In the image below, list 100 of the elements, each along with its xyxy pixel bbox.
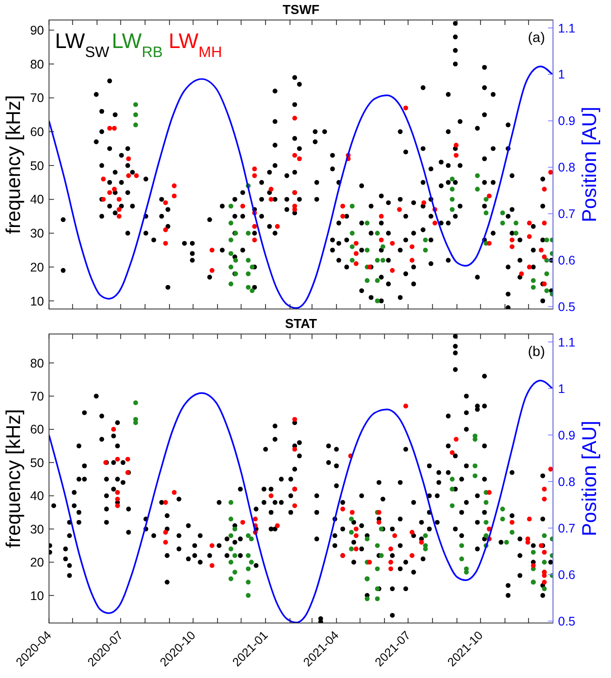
y-tick-label: 30 <box>30 522 44 536</box>
point <box>500 210 505 216</box>
y2-tick-label: 1 <box>558 382 565 396</box>
y-tick-label: 70 <box>30 389 44 404</box>
point <box>374 298 380 304</box>
point <box>364 248 370 253</box>
point <box>486 490 492 495</box>
point <box>115 503 120 508</box>
point <box>350 230 355 236</box>
point <box>530 284 536 290</box>
y2-axis-title: Position [AU] <box>579 420 601 536</box>
point <box>274 523 280 528</box>
point <box>250 288 255 294</box>
annotation: (b) <box>528 343 545 359</box>
y2-tick-label: 0.8 <box>558 160 576 175</box>
point <box>350 244 355 250</box>
y-tick-label: 40 <box>30 192 44 207</box>
y2-tick-label: 1.1 <box>558 21 576 36</box>
point <box>530 563 536 568</box>
y-tick-label: 70 <box>30 91 44 106</box>
point <box>548 466 553 472</box>
point <box>388 560 394 565</box>
point <box>133 112 138 118</box>
y-tick-label: 10 <box>30 588 44 603</box>
point <box>252 516 258 522</box>
point <box>542 573 547 578</box>
point <box>544 271 550 276</box>
point <box>450 196 455 202</box>
point <box>450 207 455 212</box>
y2-tick-label: 0.9 <box>558 114 576 128</box>
point <box>246 230 251 236</box>
y-axis-title: frequency [kHz] <box>3 409 25 548</box>
point <box>510 520 514 525</box>
y2-tick-label: 1.1 <box>558 335 576 350</box>
point <box>354 546 359 552</box>
point <box>163 530 168 535</box>
point <box>228 220 234 226</box>
chart-title: STAT <box>284 316 318 331</box>
y-tick-label: 60 <box>30 125 44 140</box>
y-tick-label: 50 <box>30 158 44 173</box>
point <box>410 553 414 558</box>
point <box>374 278 380 283</box>
point <box>419 540 424 545</box>
point <box>228 282 234 286</box>
point <box>292 416 298 422</box>
point <box>292 503 298 508</box>
point <box>388 566 394 572</box>
point <box>388 546 394 552</box>
point <box>484 196 488 202</box>
y-tick-label: 80 <box>30 57 44 72</box>
point <box>544 288 550 294</box>
y-tick-label: 90 <box>30 24 44 38</box>
point <box>475 186 480 192</box>
point <box>367 560 372 565</box>
y-tick-label: 20 <box>30 260 44 274</box>
y-axis-title: frequency [kHz] <box>3 95 25 234</box>
y2-tick-label: 0.5 <box>558 614 576 629</box>
point <box>450 176 455 182</box>
point <box>268 493 274 498</box>
y2-tick-label: 0.5 <box>558 300 576 314</box>
point <box>115 456 120 462</box>
point <box>450 450 455 455</box>
y2-tick-label: 0.7 <box>558 207 576 222</box>
point <box>526 516 532 522</box>
point <box>376 520 382 525</box>
y-tick-label: 10 <box>30 294 44 308</box>
point <box>133 122 138 128</box>
series-label: LW$_{SW}$ <box>55 30 110 60</box>
point <box>514 230 518 236</box>
chart-title: TSWF <box>282 2 320 17</box>
point <box>392 533 398 538</box>
y-tick-label: 50 <box>30 456 44 470</box>
point <box>240 520 246 525</box>
point <box>454 436 459 442</box>
point <box>403 404 408 408</box>
point <box>542 580 547 585</box>
point <box>410 530 414 535</box>
line-series <box>49 380 553 623</box>
point <box>292 446 298 452</box>
y-tick-label: 60 <box>30 422 44 437</box>
point <box>228 251 234 256</box>
point <box>530 278 536 283</box>
y2-tick-label: 0.7 <box>558 521 576 536</box>
point <box>542 486 547 492</box>
y2-tick-label: 0.8 <box>558 474 576 489</box>
text: LW$_{RB}$ <box>112 30 163 60</box>
y-tick-label: 40 <box>30 489 44 504</box>
point <box>374 258 380 263</box>
point <box>514 220 518 226</box>
point <box>246 258 251 263</box>
point <box>354 533 359 538</box>
line-series <box>49 66 553 309</box>
text: LW$_{MH}$ <box>168 30 222 60</box>
point <box>423 238 428 242</box>
point <box>246 284 251 290</box>
point <box>542 496 547 502</box>
point <box>172 490 177 495</box>
y2-tick-label: 0.6 <box>558 568 576 582</box>
point <box>350 204 355 209</box>
point <box>450 186 455 192</box>
